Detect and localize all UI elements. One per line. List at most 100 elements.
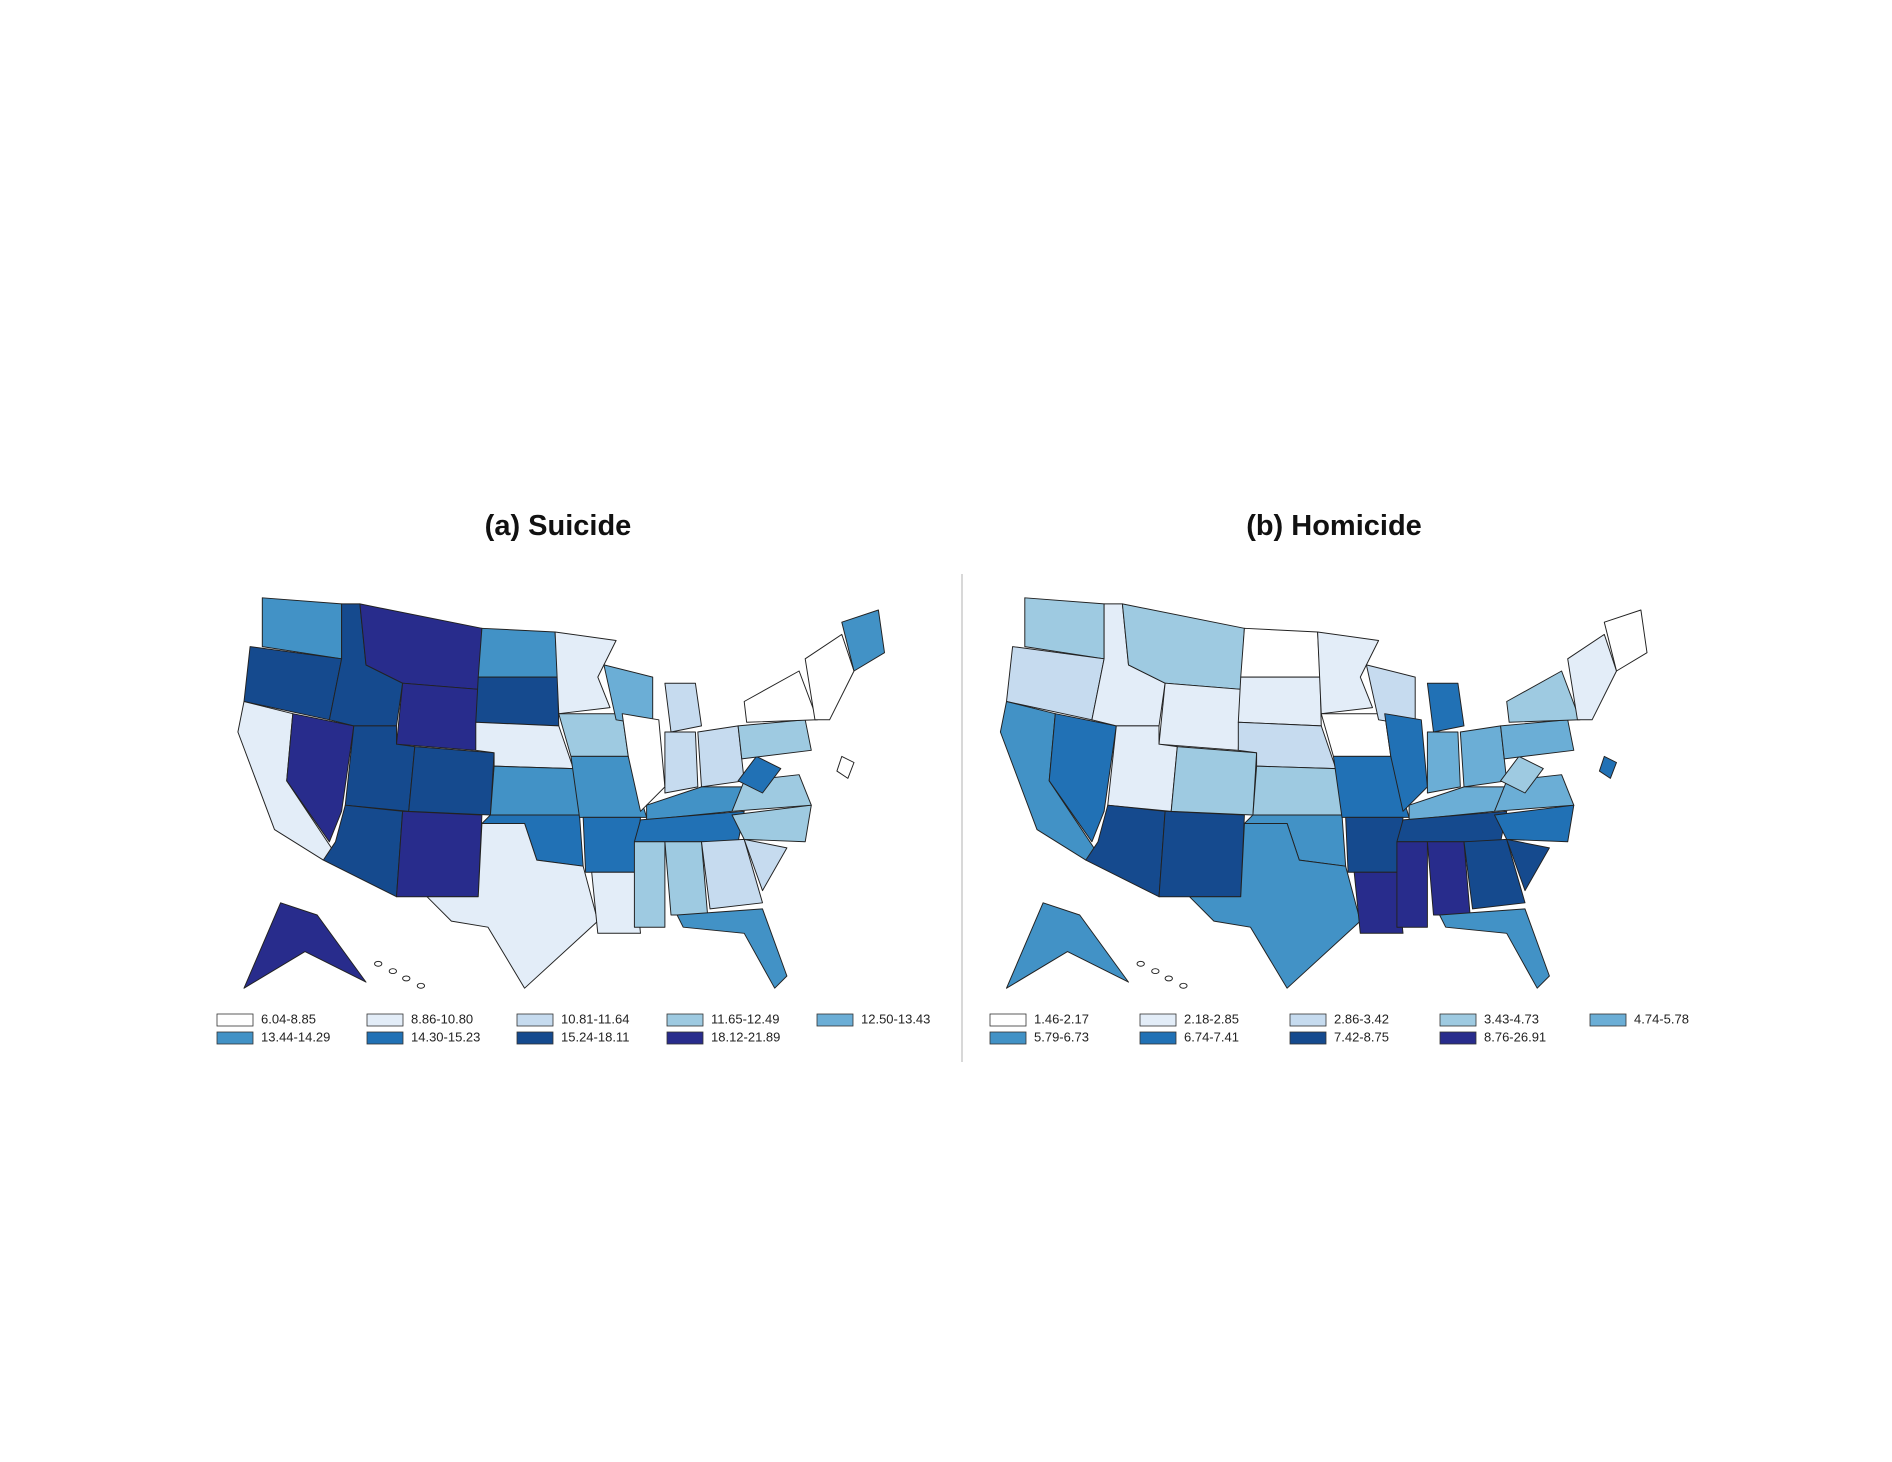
state [286,713,355,843]
legend-swatch [216,1031,254,1045]
state [582,816,641,873]
state [841,609,885,672]
legend-label: 13.44-14.29 [261,1029,330,1044]
hawaii [388,968,397,975]
state [489,765,580,816]
state [426,823,599,989]
state [664,731,699,794]
state [1567,633,1617,721]
state [1494,804,1575,843]
state [731,804,812,843]
legend-label: 6.04-8.85 [261,1011,316,1026]
hawaii [1179,982,1188,989]
legend-label: 6.74-7.41 [1184,1029,1239,1044]
legend-swatch [516,1013,554,1027]
state [477,627,559,678]
legend-swatch [366,1013,404,1027]
state [1500,755,1544,794]
legend-swatch [1139,1013,1177,1027]
state [1237,676,1322,727]
state [1158,682,1242,751]
state [1048,713,1117,843]
state [322,804,404,898]
legend-label: 7.42-8.75 [1334,1029,1389,1044]
state [1189,823,1361,989]
legend-label: 8.76-26.91 [1484,1029,1546,1044]
state [1603,609,1648,672]
state [664,841,709,916]
state [676,908,788,989]
state [804,633,855,721]
panel-title: (b) Homicide [1246,510,1422,542]
state [1506,670,1581,723]
state [737,755,782,794]
legend-swatch [1289,1031,1327,1045]
legend-swatch [1439,1031,1477,1045]
state [1170,746,1258,816]
state [836,755,855,779]
state [1506,838,1550,892]
legend-label: 3.43-4.73 [1484,1011,1539,1026]
hawaii [1164,975,1173,982]
legend-label: 5.79-6.73 [1034,1029,1089,1044]
state [1317,631,1380,715]
state [1598,755,1617,779]
state [1006,902,1129,989]
us-map [999,597,1648,989]
state [621,713,666,812]
state [664,682,702,733]
state [1085,804,1166,898]
panel-title: (a) Suicide [485,510,632,542]
us-map [237,597,885,989]
state [1396,841,1428,928]
state [1240,627,1321,678]
legend-label: 8.86-10.80 [411,1011,473,1026]
legend-swatch [1589,1013,1627,1027]
legend-label: 15.24-18.11 [561,1029,629,1044]
state [743,838,788,892]
legend-swatch [216,1013,254,1027]
state [243,902,367,989]
state [1459,725,1508,788]
state [1252,765,1343,816]
state [633,841,666,928]
legend-label: 12.50-13.43 [861,1011,930,1026]
legend-swatch [666,1013,704,1027]
legend-label: 2.86-3.42 [1334,1011,1389,1026]
hawaii [1136,960,1145,967]
legend-label: 18.12-21.89 [711,1029,780,1044]
state [591,871,641,934]
state [396,810,483,898]
legend-swatch [1139,1031,1177,1045]
legend-swatch [666,1031,704,1045]
legend-label: 11.65-12.49 [711,1011,779,1026]
state [408,746,495,816]
state [697,725,745,788]
legend-swatch [516,1031,554,1045]
legend-label: 2.18-2.85 [1184,1011,1239,1026]
state [1158,810,1245,898]
legend-swatch [1439,1013,1477,1027]
state [1426,841,1471,916]
hawaii [416,982,426,989]
state [1439,908,1550,989]
legend-label: 10.81-11.64 [561,1011,629,1026]
legend-swatch [989,1031,1027,1045]
state [396,682,479,751]
legend-swatch [816,1013,854,1027]
state [1500,719,1575,760]
state [737,719,812,760]
legend-label: 1.46-2.17 [1034,1011,1089,1026]
state [1384,713,1428,812]
legend-label: 14.30-15.23 [411,1029,480,1044]
hawaii [402,975,411,982]
state [701,838,763,910]
state [743,670,818,723]
legend-swatch [1289,1013,1327,1027]
state [1426,731,1461,794]
legend-swatch [989,1013,1027,1027]
state [554,631,617,715]
state [1426,682,1465,733]
